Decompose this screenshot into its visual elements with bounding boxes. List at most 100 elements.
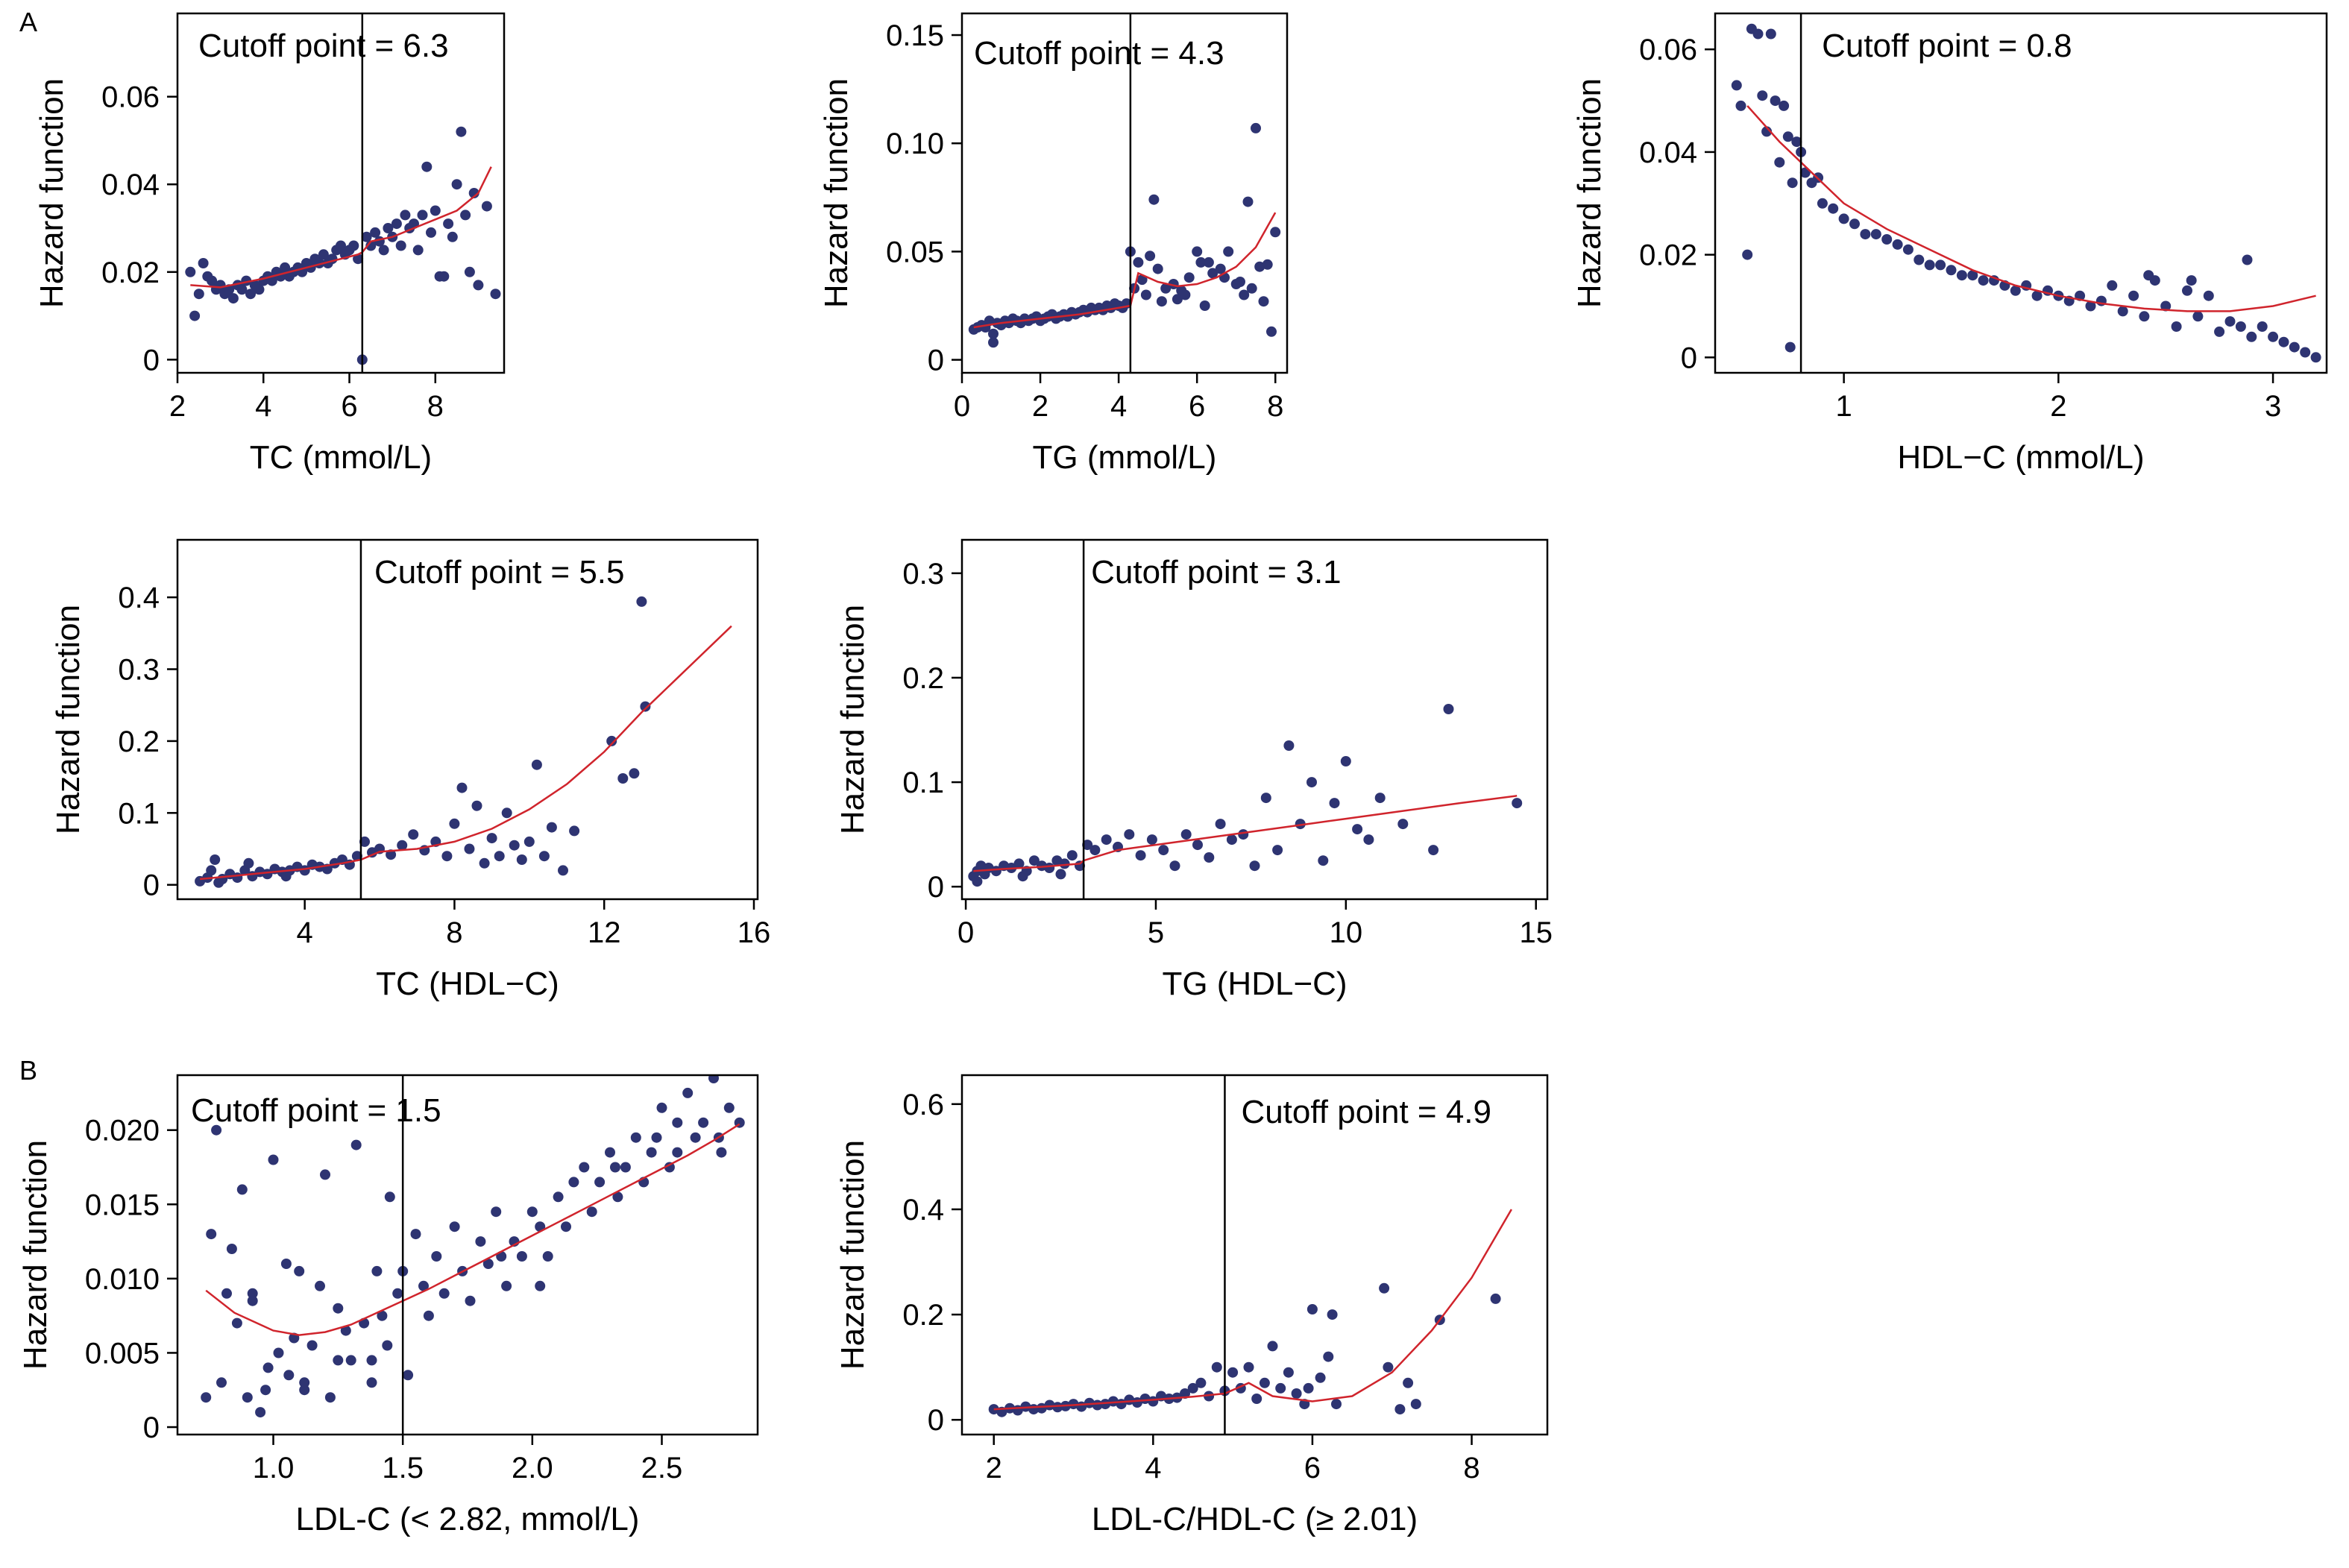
data-point [1211,1361,1222,1373]
data-point [1331,1399,1342,1410]
x-axis-title: TG (HDL−C) [1162,966,1347,1002]
data-point [651,1132,662,1143]
data-point [464,266,475,277]
data-point [1192,246,1203,257]
data-point [629,768,640,779]
cutoff-label: Cutoff point = 1.5 [191,1092,441,1129]
y-tick-label: 0.3 [118,654,160,687]
data-point [1145,251,1156,262]
data-point [1082,840,1093,851]
cutoff-label: Cutoff point = 4.9 [1241,1094,1491,1130]
data-point [972,876,983,887]
data-point [2182,285,2192,296]
data-point [1107,1396,1119,1407]
data-point [1283,1367,1294,1378]
data-point [262,1362,274,1373]
data-point [247,1295,258,1306]
data-point [1243,1361,1254,1373]
data-point [1089,845,1101,856]
data-point [1849,218,1860,230]
data-point [1055,869,1066,880]
data-point [185,266,196,277]
data-point [449,1221,460,1232]
cutoff-label: Cutoff point = 6.3 [198,28,449,64]
data-point [206,865,217,876]
data-point [1428,845,1439,856]
cutoff-label: Cutoff point = 5.5 [374,554,625,591]
data-point [2160,300,2172,312]
fitted-curve [205,1123,740,1336]
data-point [1881,234,1893,245]
data-point [501,1280,512,1291]
data-point [1266,326,1277,337]
data-point [553,1191,564,1203]
data-point [1735,100,1746,111]
data-point [1227,1367,1239,1378]
data-point [516,1251,527,1262]
cutoff-label: Cutoff point = 0.8 [1822,28,2072,64]
y-axis-title: Hazard function [818,78,855,308]
fitted-curve [190,166,492,289]
data-point [1242,196,1254,207]
data-point [561,1221,571,1232]
data-point [501,807,512,819]
data-point [255,1407,266,1418]
data-point [350,1139,362,1150]
data-point [612,1191,623,1203]
data-point [198,258,209,268]
data-points [1731,23,2321,363]
data-point [1787,177,1798,189]
y-tick-label: 0.6 [902,1089,944,1121]
x-tick-label: 2.0 [512,1452,553,1484]
data-point [324,1392,336,1403]
data-point [1204,852,1215,863]
data-point [1731,80,1742,91]
data-point [1379,1282,1390,1294]
data-point [526,1206,538,1218]
data-point [1283,740,1295,751]
x-tick-label: 2 [986,1452,1002,1484]
data-point [1172,294,1183,305]
y-tick-label: 0.010 [85,1263,160,1296]
x-tick-label: 1.5 [382,1452,424,1484]
data-point [1295,819,1306,830]
data-point [2128,290,2139,301]
data-point [465,1295,476,1306]
data-point [1158,845,1169,856]
x-axis-title: TC (HDL−C) [376,966,559,1002]
y-tick-label: 0.2 [902,662,944,695]
data-point [1291,1388,1302,1399]
data-point [1383,1361,1394,1373]
data-point [586,1206,597,1218]
data-point [247,1288,258,1299]
data-point [531,759,542,770]
data-point [280,262,291,273]
data-point [1394,1404,1406,1415]
data-point [1935,259,1946,271]
data-point [486,833,497,844]
data-point [1306,1304,1318,1314]
data-point [1892,239,1903,250]
data-point [475,1236,486,1247]
y-axis-title: Hazard function [1571,78,1608,308]
data-point [211,1124,222,1136]
data-point [231,1317,242,1329]
data-point [1028,855,1040,866]
data-point [280,1259,292,1269]
data-point [1140,289,1151,300]
data-point [1226,834,1237,846]
data-point [2171,321,2182,332]
data-point [1340,756,1351,766]
chart-panel-2: Cutoff point = 4.3 0 2 4 6 8 0 0.05 0.10 0.15 TG (… [818,12,1289,476]
data-points [195,596,651,888]
cutoff-label: Cutoff point = 4.3 [974,35,1224,72]
data-point [558,865,568,876]
data-point [1258,296,1269,307]
y-tick-label: 0 [143,344,160,377]
data-point [426,227,436,238]
y-tick-label: 0 [143,869,160,902]
x-tick-label: 5 [1148,916,1164,949]
data-point [473,280,484,291]
data-point [523,836,535,847]
